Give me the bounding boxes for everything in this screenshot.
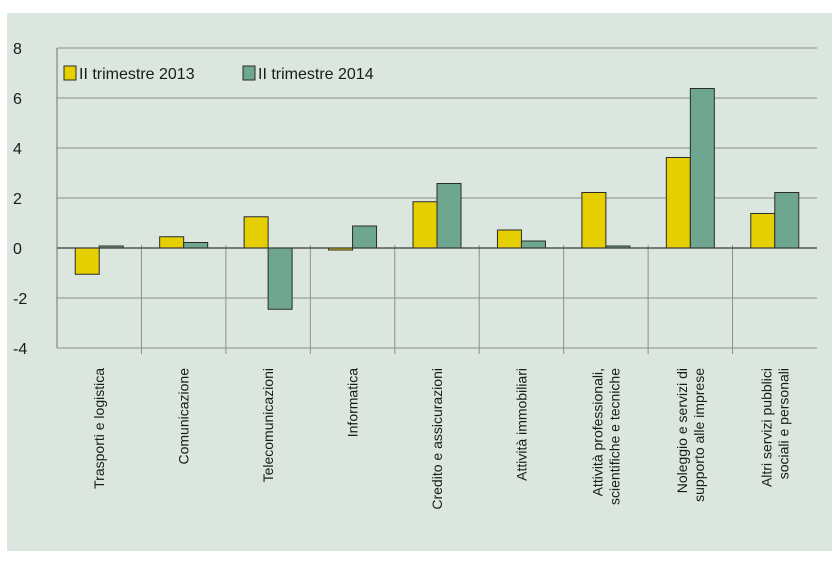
bar-2013 bbox=[665, 157, 691, 249]
category-label-line: scientifiche e tecniche bbox=[606, 368, 622, 505]
category-label-line: Altri servizi pubblici bbox=[758, 368, 774, 487]
category-label-line: Noleggio e servizi di bbox=[674, 368, 690, 493]
y-tick-label: 0 bbox=[13, 241, 22, 258]
category-label: Attività immobiliari bbox=[513, 368, 529, 481]
category-labels: Trasporti e logistica Comunicazione Teleco… bbox=[91, 368, 791, 510]
y-tick-label: -2 bbox=[13, 291, 27, 308]
bar-2013 bbox=[159, 236, 185, 249]
category-label-line: Attività immobiliari bbox=[513, 368, 529, 481]
category-label-line: Telecomunicazioni bbox=[260, 368, 276, 482]
y-tick-label: 2 bbox=[13, 191, 22, 208]
bar-2013 bbox=[412, 201, 438, 249]
category-label-line: Comunicazione bbox=[176, 368, 192, 465]
bar-2014 bbox=[436, 183, 462, 249]
bar-chart: 8 6 4 2 0 -2 -4 Trasporti e logistica Comunicaz… bbox=[13, 41, 817, 510]
bar-2014 bbox=[352, 225, 378, 249]
chart-panel: 8 6 4 2 0 -2 -4 Trasporti e logistica Comunicaz… bbox=[7, 13, 832, 551]
category-label-line: Attività professionali, bbox=[589, 368, 605, 496]
bars bbox=[74, 88, 800, 310]
legend-label: II trimestre 2013 bbox=[79, 66, 195, 83]
legend: II trimestre 2013 II trimestre 2014 bbox=[63, 65, 374, 83]
y-tick-label: -4 bbox=[13, 341, 27, 358]
bar-2013 bbox=[243, 216, 269, 249]
category-label: Comunicazione bbox=[176, 368, 192, 465]
category-separators bbox=[140, 245, 734, 354]
y-tick-label: 8 bbox=[13, 41, 22, 58]
y-tick-label: 4 bbox=[13, 141, 22, 158]
bar-2013 bbox=[496, 229, 522, 249]
y-axis-tick-labels: 8 6 4 2 0 -2 -4 bbox=[13, 41, 27, 358]
bar-2013 bbox=[74, 247, 100, 275]
category-label-line: sociali e personali bbox=[775, 368, 791, 479]
bar-2014 bbox=[183, 242, 209, 249]
axes bbox=[56, 48, 817, 348]
category-label: Noleggio e servizi di supporto alle impre… bbox=[674, 368, 707, 502]
legend-swatch bbox=[242, 65, 256, 81]
category-label-line: Informatica bbox=[345, 368, 361, 437]
y-tick-label: 6 bbox=[13, 91, 22, 108]
bar-2014 bbox=[774, 192, 800, 249]
category-label: Telecomunicazioni bbox=[260, 368, 276, 482]
category-label: Trasporti e logistica bbox=[91, 368, 107, 489]
category-label: Informatica bbox=[345, 368, 361, 437]
category-label: Credito e assicurazioni bbox=[429, 368, 445, 510]
bar-2014 bbox=[520, 240, 546, 249]
bar-2014 bbox=[689, 88, 715, 249]
category-label: Attività professionali, scientifiche e te… bbox=[589, 368, 622, 505]
category-label-line: Trasporti e logistica bbox=[91, 368, 107, 489]
bar-2014 bbox=[267, 247, 293, 310]
category-label: Altri servizi pubblici sociali e personal… bbox=[758, 368, 791, 487]
category-label-line: Credito e assicurazioni bbox=[429, 368, 445, 510]
legend-label: II trimestre 2014 bbox=[258, 66, 374, 83]
bar-2013 bbox=[581, 192, 607, 249]
legend-swatch bbox=[63, 65, 77, 81]
bar-2013 bbox=[750, 213, 776, 249]
category-label-line: supporto alle imprese bbox=[691, 368, 707, 502]
